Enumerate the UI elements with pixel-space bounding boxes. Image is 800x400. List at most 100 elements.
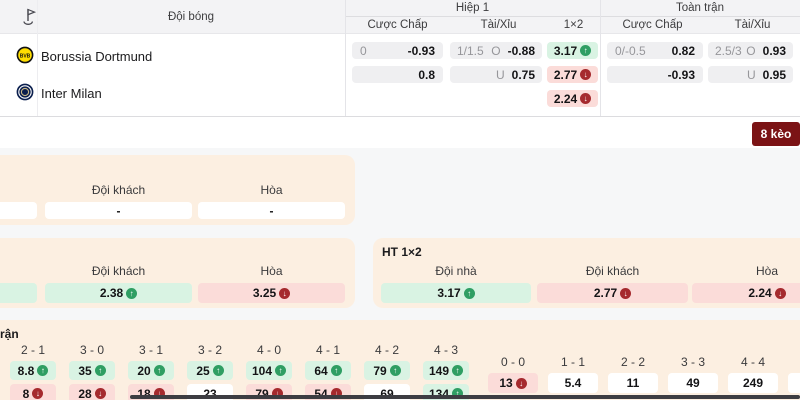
ou-line: 1/1.5 xyxy=(457,43,484,58)
trend-up-icon xyxy=(212,365,224,376)
score-odds-cell-fragment[interactable] xyxy=(788,373,800,393)
h1-under-cell[interactable]: U 0.75 xyxy=(450,66,542,83)
odds-value: 2.77 xyxy=(553,67,578,82)
table-bottom-border xyxy=(0,116,800,117)
score-odds-cell[interactable]: 8 xyxy=(10,384,56,400)
score-column: 2 - 2 11 xyxy=(608,356,658,393)
odds-value: 2.38 xyxy=(99,286,124,300)
odds-value: 104 xyxy=(251,363,273,378)
horizontal-scrollbar[interactable] xyxy=(130,395,800,399)
score-label: 2 - 2 xyxy=(620,355,645,369)
panel-title: HT 1×2 xyxy=(382,245,422,259)
score-label: 3 - 2 xyxy=(197,343,222,357)
odds-value: 3.25 xyxy=(252,286,277,300)
over-label: O xyxy=(491,43,501,58)
draw-header: Hòa xyxy=(755,264,778,278)
trend-down-icon xyxy=(271,388,283,399)
score-odds-cell[interactable]: 11 xyxy=(608,373,658,393)
score-odds-cell[interactable]: 49 xyxy=(668,373,718,393)
score-column: 3 - 0 35 28 xyxy=(69,344,115,400)
trend-up-icon xyxy=(275,365,287,376)
away-odds-cell[interactable]: 2.38 xyxy=(45,283,192,303)
team-column-header: Đội bóng xyxy=(167,10,215,23)
h1-1x2-draw-cell[interactable]: 2.24 xyxy=(547,90,598,107)
score-odds-cell[interactable]: 104 xyxy=(246,361,292,380)
corner-flag-icon[interactable] xyxy=(21,7,38,26)
score-odds-cell[interactable]: 249 xyxy=(728,373,778,393)
h1-over-cell[interactable]: 1/1.5 O -0.88 xyxy=(450,42,542,59)
ft-handicap-home-cell[interactable]: 0/-0.5 0.82 xyxy=(607,42,703,59)
odds-value: 13 xyxy=(499,376,513,390)
odds-count-badge[interactable]: 8 kèo xyxy=(752,122,800,146)
team-name-away: Inter Milan xyxy=(41,86,102,101)
score-column xyxy=(788,356,800,393)
draw-odds-cell[interactable]: 2.24 xyxy=(692,283,800,303)
odds-cell-fragment[interactable] xyxy=(0,202,37,219)
draw-odds-cell[interactable]: - xyxy=(198,202,345,219)
score-odds-cell[interactable]: 64 xyxy=(305,361,351,380)
trend-down-icon xyxy=(620,287,632,299)
trend-down-icon xyxy=(153,388,165,399)
h1-1x2-away-cell[interactable]: 2.77 xyxy=(547,66,598,83)
score-column: 4 - 1 64 54 xyxy=(305,344,351,400)
trend-up-icon xyxy=(94,365,106,376)
odds-value: 2.24 xyxy=(748,286,772,300)
inter-logo xyxy=(16,83,34,101)
h1-handicap-home-cell[interactable]: 0 -0.93 xyxy=(352,42,443,59)
header-divider xyxy=(345,16,800,17)
away-odds-cell[interactable]: - xyxy=(45,202,192,219)
score-column: 4 - 4 249 xyxy=(728,356,778,393)
ft-over-cell[interactable]: 2.5/3 O 0.93 xyxy=(708,42,793,59)
divider xyxy=(37,0,38,116)
ou-line: 2.5/3 xyxy=(715,43,742,58)
score-label: 4 - 2 xyxy=(374,343,399,357)
odds-value: 2.77 xyxy=(593,286,618,300)
score-label: 4 - 0 xyxy=(256,343,281,357)
home-team-header: Đội nhà xyxy=(435,264,477,278)
score-column: 3 - 3 49 xyxy=(668,356,718,393)
h1-handicap-away-cell[interactable]: 0.8 xyxy=(352,66,443,83)
bvb-logo: BVB xyxy=(16,46,34,64)
ft-under-cell[interactable]: U 0.95 xyxy=(708,66,793,83)
odds-value: 49 xyxy=(686,376,700,390)
handicap-line: 0 xyxy=(360,43,367,58)
score-column: 3 - 1 20 18 xyxy=(128,344,174,400)
team-name-home: Borussia Dortmund xyxy=(41,49,153,64)
score-odds-cell[interactable]: 20 xyxy=(128,361,174,380)
odds-value: 0.8 xyxy=(418,67,435,82)
trend-up-icon xyxy=(389,365,401,376)
score-odds-cell[interactable]: 28 xyxy=(69,384,115,400)
trend-up-icon xyxy=(452,365,464,376)
odds-cell-fragment[interactable] xyxy=(0,283,37,303)
score-odds-cell[interactable]: 149 xyxy=(423,361,469,380)
score-odds-cell[interactable]: 8.8 xyxy=(10,361,56,380)
ft-handicap-away-cell[interactable]: -0.93 xyxy=(607,66,703,83)
score-odds-cell[interactable]: 35 xyxy=(69,361,115,380)
score-odds-cell[interactable]: 79 xyxy=(364,361,410,380)
odds-value: 20 xyxy=(137,363,151,378)
score-label: 4 - 3 xyxy=(433,343,458,357)
score-column: 1 - 1 5.4 xyxy=(548,356,598,393)
odds-value: -0.93 xyxy=(407,43,435,58)
away-team-header: Đội khách xyxy=(585,264,640,278)
divider xyxy=(345,0,346,116)
away-odds-cell[interactable]: 2.77 xyxy=(537,283,688,303)
home-odds-cell[interactable]: 3.17 xyxy=(381,283,531,303)
odds-value: 249 xyxy=(742,376,764,390)
score-label: 1 - 1 xyxy=(560,355,585,369)
ft-over-under-header: Tài/Xỉu xyxy=(734,19,771,31)
score-odds-cell[interactable]: 13 xyxy=(488,373,538,393)
trend-down-icon xyxy=(580,93,592,104)
odds-value: -0.93 xyxy=(667,67,695,82)
draw-odds-cell[interactable]: 3.25 xyxy=(198,283,345,303)
odds-value: 8.8 xyxy=(17,363,35,378)
odds-value: 3.17 xyxy=(437,286,461,300)
score-odds-cell[interactable]: 5.4 xyxy=(548,373,598,393)
draw-header: Hòa xyxy=(260,264,283,278)
h1-1x2-home-cell[interactable]: 3.17 xyxy=(547,42,598,59)
score-odds-cell[interactable]: 25 xyxy=(187,361,233,380)
odds-value: 0.95 xyxy=(762,67,786,82)
odds-value: 11 xyxy=(626,376,640,390)
trend-down-icon xyxy=(774,287,786,299)
